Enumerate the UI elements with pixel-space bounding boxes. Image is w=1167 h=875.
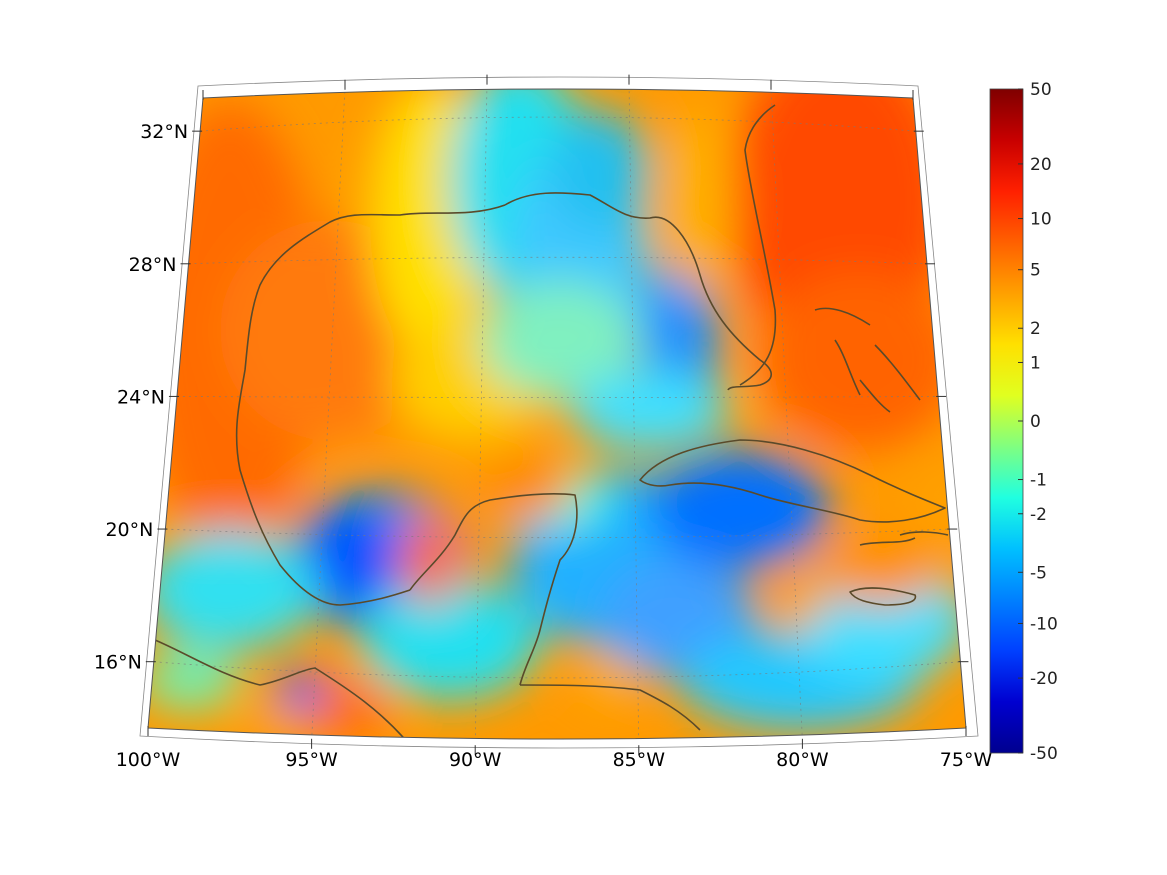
central-america-coast xyxy=(154,639,701,739)
grid-lon-line xyxy=(474,89,488,739)
lon-tick-label: 80°W xyxy=(776,749,829,771)
lon-tick-label: 90°W xyxy=(449,749,502,771)
colorbar-label: 20 xyxy=(1030,155,1052,175)
lon-tick-label: 95°W xyxy=(285,749,338,771)
gulf-coast-west xyxy=(235,204,506,606)
lat-tick-label: 28°N xyxy=(129,254,177,276)
field-patches xyxy=(148,89,966,739)
cuba-coast xyxy=(639,439,946,523)
colorbar-label: 5 xyxy=(1030,261,1041,281)
colorbar-label: 2 xyxy=(1030,319,1041,339)
lat-tick-label: 16°N xyxy=(94,652,142,674)
colorbar-label: -5 xyxy=(1030,563,1047,583)
hispaniola-coast xyxy=(859,531,949,546)
colorbar-label: -20 xyxy=(1030,669,1058,689)
lon-tick-label: 85°W xyxy=(613,749,666,771)
lon-tick-label: 100°W xyxy=(116,749,181,771)
grid-lon-line xyxy=(311,89,346,739)
colorbar-label: -2 xyxy=(1030,505,1047,525)
lat-tick-label: 20°N xyxy=(105,519,153,541)
florida-coast xyxy=(504,104,777,391)
bahamas-islands xyxy=(814,307,921,413)
colorbar-label: -10 xyxy=(1030,614,1058,634)
graticule xyxy=(148,89,966,739)
lat-tick-label: 24°N xyxy=(117,386,165,408)
jamaica-coast xyxy=(849,587,917,606)
longitude-labels: 100°W 95°W 90°W 85°W 80°W 75°W xyxy=(116,74,993,771)
map-frame-outer xyxy=(139,76,979,749)
grid-lat-line xyxy=(153,661,961,679)
lon-tick-label: 75°W xyxy=(940,749,993,771)
colorbar-label: -1 xyxy=(1030,471,1047,491)
latitude-labels: 32°N 28°N 24°N 20°N 16°N xyxy=(94,121,969,674)
colorbar-label: 10 xyxy=(1030,210,1052,230)
map-frame xyxy=(147,88,967,740)
grid-lon-line xyxy=(628,89,640,739)
colorbar-label: 1 xyxy=(1030,353,1041,373)
grid-lon-line xyxy=(770,89,803,739)
colorbar-ticks xyxy=(1018,88,1023,754)
yucatan-coast xyxy=(409,493,578,686)
colorbar-label: 0 xyxy=(1030,412,1041,432)
map-area xyxy=(148,89,966,739)
grid-lat-line xyxy=(176,396,939,398)
lat-tick-label: 32°N xyxy=(140,121,188,143)
colorbar-gradient xyxy=(989,88,1024,754)
coastlines xyxy=(154,104,949,739)
colorbar-label: -50 xyxy=(1030,744,1058,764)
colorbar-label: 50 xyxy=(1030,80,1052,100)
